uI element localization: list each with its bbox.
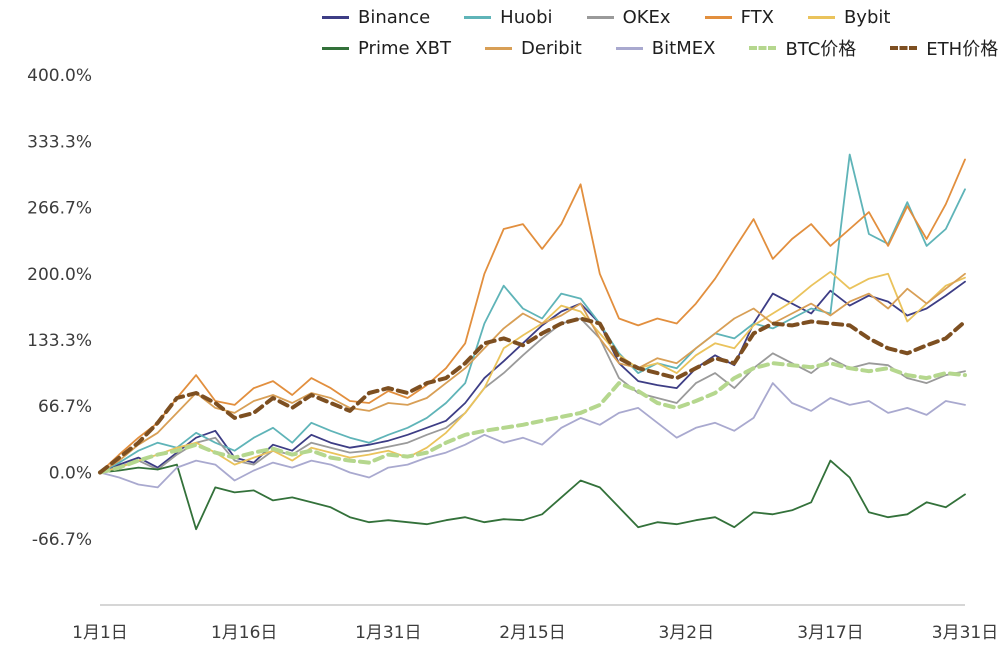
legend-item-prime-xbt: Prime XBT: [322, 38, 451, 59]
series-line-bybit: [99, 270, 966, 474]
legend-swatch: [890, 46, 918, 50]
x-tick-label: 1月1日: [72, 623, 128, 643]
legend-swatch: [749, 46, 777, 50]
legend-label: Prime XBT: [358, 37, 451, 59]
legend-label: Huobi: [500, 7, 553, 28]
legend-swatch: [615, 46, 643, 50]
legend-swatch: [322, 16, 349, 19]
legend-swatch: [464, 16, 492, 19]
legend-item-binance: Binance: [322, 7, 430, 28]
legend-label: FTX: [740, 7, 774, 28]
legend-swatch: [704, 16, 732, 19]
y-tick-label: 400.0%: [27, 66, 92, 86]
legend-swatch: [586, 16, 614, 19]
x-tick-label: 1月16日: [211, 623, 277, 643]
legend-item-huobi: Huobi: [464, 7, 553, 28]
legend-swatch: [807, 16, 835, 19]
y-tick-label: 133.3%: [27, 331, 92, 351]
series-line-prime-xbt: [99, 459, 966, 531]
legend-item-bybit: Bybit: [807, 7, 891, 28]
legend-item-eth价格: ETH价格: [890, 35, 998, 61]
y-tick-label: 333.3%: [27, 132, 92, 152]
legend-label: Bybit: [843, 7, 891, 28]
x-tick-label: 3月17日: [797, 623, 863, 643]
series-line-btc价格: [98, 361, 967, 475]
legend-label: Deribit: [520, 37, 582, 59]
legend-label: BitMEX: [651, 37, 716, 59]
legend-label: OKEx: [622, 7, 671, 28]
x-tick-label: 2月15日: [499, 623, 565, 643]
series-line-eth价格: [98, 316, 967, 475]
legend-label: BTC价格: [785, 39, 857, 60]
y-tick-label: 66.7%: [38, 397, 92, 417]
series-line-deribit: [99, 272, 966, 474]
y-tick-label: 0.0%: [49, 464, 92, 484]
legend-label: Binance: [358, 7, 431, 28]
legend-row: Binance Huobi OKEx FTX Bybit: [322, 7, 998, 28]
legend-item-deribit: Deribit: [484, 37, 582, 59]
y-tick-label: 200.0%: [27, 265, 92, 285]
y-tick-label: -66.7%: [32, 530, 92, 550]
series-line-huobi: [99, 153, 966, 474]
x-tick-label: 3月31日: [932, 623, 998, 643]
series-line-bitmex: [99, 382, 966, 489]
y-tick-label: 266.7%: [27, 198, 92, 218]
x-tick-label: 3月2日: [658, 623, 714, 643]
legend-item-bitmex: BitMEX: [615, 37, 716, 59]
series-line-binance: [99, 280, 966, 474]
x-tick-label: 1月31日: [355, 623, 421, 643]
legend-item-ftx: FTX: [704, 7, 774, 28]
legend: Binance Huobi OKEx FTX Bybit Prime XBT Deribit…: [322, 7, 998, 61]
legend-label: ETH价格: [926, 39, 999, 60]
legend-swatch: [322, 46, 349, 50]
legend-swatch: [484, 46, 512, 50]
legend-item-btc价格: BTC价格: [749, 35, 856, 61]
legend-item-okex: OKEx: [586, 7, 671, 28]
series-line-ftx: [99, 158, 966, 474]
legend-row: Prime XBT Deribit BitMEX BTC价格 ETH价格: [322, 35, 998, 61]
